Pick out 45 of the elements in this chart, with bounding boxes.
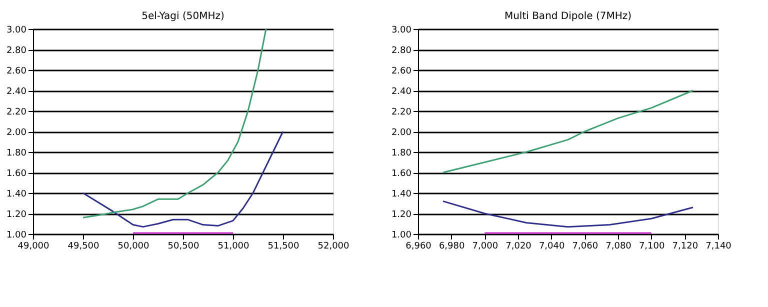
y-tick-label: 2.80	[391, 46, 412, 56]
x-tick-label: 51,500	[268, 242, 300, 252]
y-tick-label: 2.40	[391, 87, 412, 97]
line-series	[82, 130, 284, 228]
x-tick-label: 6,980	[438, 242, 465, 252]
chart-title: 5el-Yagi (50MHz)	[142, 11, 224, 22]
y-tick-label: 2.00	[6, 128, 27, 138]
y-tick-label: 1.00	[6, 230, 27, 240]
line-series	[442, 200, 694, 228]
x-tick-label: 7,040	[538, 242, 565, 252]
x-tick-label: 7,120	[672, 242, 698, 252]
line-series	[82, 28, 267, 218]
y-tick-label: 1.60	[391, 169, 412, 179]
y-tick-label: 2.80	[6, 46, 27, 56]
x-tick-label: 49,000	[18, 242, 50, 252]
y-tick-label: 1.20	[391, 210, 412, 220]
x-tick-label: 7,100	[638, 242, 665, 252]
x-tick-label: 7,000	[472, 242, 498, 252]
y-tick-label: 1.80	[391, 148, 412, 158]
x-tick-label: 7,060	[572, 242, 598, 252]
x-tick-label: 50,000	[118, 242, 150, 252]
y-tick-label: 1.40	[391, 190, 412, 200]
x-tick-label: 49,500	[68, 242, 100, 252]
x-tick-label: 50,500	[168, 242, 200, 252]
x-tick-label: 7,140	[706, 242, 732, 252]
y-tick-label: 3.00	[391, 26, 412, 36]
y-tick-label: 2.20	[391, 108, 412, 118]
y-tick-label: 2.00	[391, 128, 412, 138]
chart-title: Multi Band Dipole (7MHz)	[504, 11, 632, 22]
y-tick-label: 2.20	[6, 108, 27, 118]
x-tick-label: 51,000	[218, 242, 250, 252]
y-tick-label: 1.20	[6, 210, 27, 220]
x-tick-label: 7,080	[606, 242, 632, 252]
y-tick-label: 3.00	[6, 26, 27, 36]
y-tick-label: 2.60	[6, 66, 27, 76]
x-tick-label: 6,960	[406, 242, 432, 252]
line-series	[442, 90, 694, 174]
x-tick-label: 7,020	[506, 242, 532, 252]
y-tick-label: 1.60	[6, 169, 27, 179]
y-tick-label: 1.80	[6, 148, 27, 158]
y-tick-label: 1.00	[391, 230, 412, 240]
y-tick-label: 2.40	[6, 87, 27, 97]
y-tick-label: 2.60	[391, 66, 412, 76]
y-tick-label: 1.40	[6, 190, 27, 200]
x-tick-label: 52,000	[318, 242, 350, 252]
